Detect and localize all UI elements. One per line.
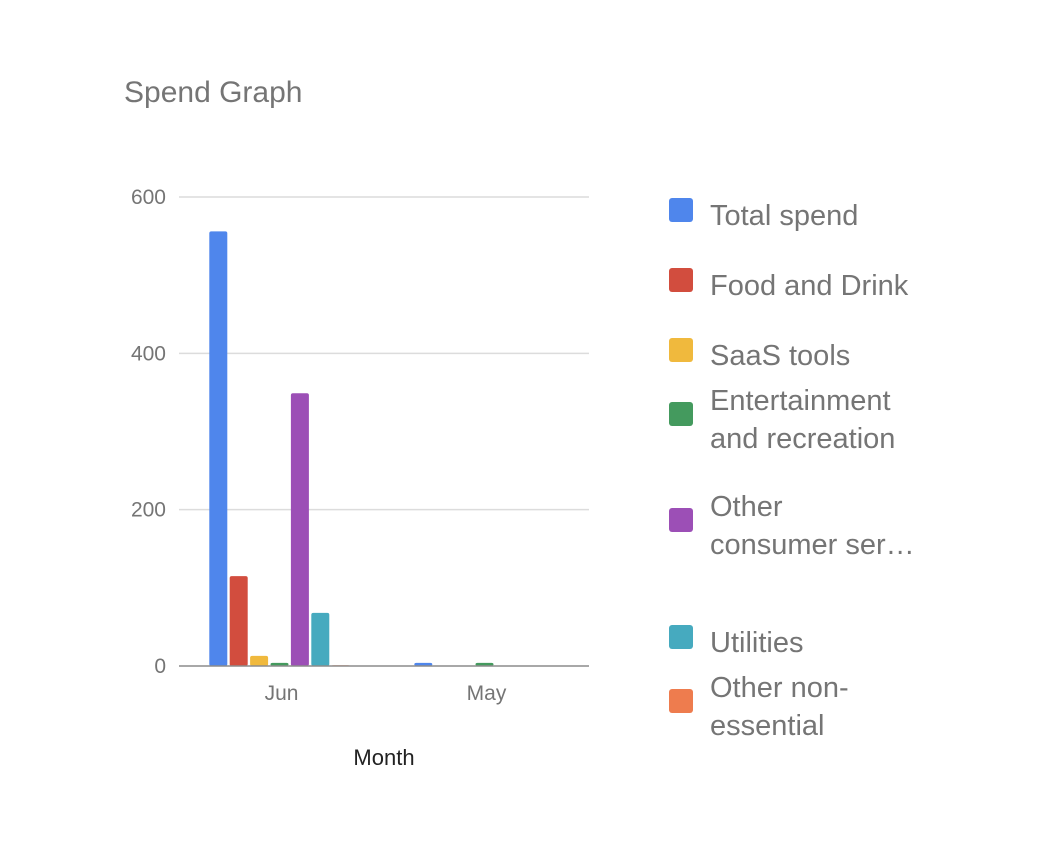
x-tick-label: May (467, 682, 507, 705)
legend-item: SaaS tools (669, 338, 850, 372)
gridlines (179, 196, 589, 511)
legend-label: Other (710, 491, 783, 523)
legend-swatch (669, 689, 693, 713)
x-tick-label: Jun (265, 682, 299, 705)
legend-label: and recreation (710, 423, 895, 455)
x-axis-ticks: Jun May (265, 682, 507, 705)
y-tick-label: 0 (154, 655, 166, 678)
legend-label: Utilities (710, 627, 803, 659)
legend-label: SaaS tools (710, 340, 850, 372)
legend-item: Utilities (669, 625, 803, 659)
bar-jun-utilities (311, 612, 330, 666)
y-tick-label: 200 (131, 499, 166, 522)
legend-label: Total spend (710, 200, 858, 232)
bar-jun-saas-tools (250, 655, 269, 666)
legend-label: consumer ser… (710, 529, 915, 561)
bar-jun-other-consumer-ser (290, 393, 309, 666)
legend-label: Entertainment (710, 385, 891, 417)
legend-swatch (669, 338, 693, 362)
bar-may-entertainment-and-recreation (475, 662, 494, 666)
legend-item: Food and Drink (669, 268, 909, 302)
legend-swatch (669, 268, 693, 292)
legend-label: Other non- (710, 672, 849, 704)
legend: Total spend Food and Drink SaaS tools Enter… (669, 198, 915, 742)
bar-jun-food-and-drink (229, 576, 248, 666)
x-axis-label: Month (353, 745, 414, 770)
legend-item: Other non-essential (669, 672, 849, 742)
legend-item: Total spend (669, 198, 858, 232)
legend-swatch (669, 508, 693, 532)
legend-label: Food and Drink (710, 270, 909, 302)
bar-jun-entertainment-and-recreation (270, 662, 289, 666)
legend-swatch (669, 625, 693, 649)
legend-swatch (669, 198, 693, 222)
bar-jun-total-spend (209, 231, 228, 667)
legend-swatch (669, 402, 693, 426)
legend-label: essential (710, 710, 824, 742)
legend-item: Entertainment and recreation (669, 385, 895, 455)
bar-may-total-spend (414, 662, 433, 666)
y-tick-label: 400 (131, 342, 166, 365)
chart-title: Spend Graph (124, 76, 302, 109)
y-tick-label: 600 (131, 186, 166, 209)
bars (209, 231, 494, 667)
y-axis-ticks: 0 200 400 600 (131, 186, 166, 678)
legend-item: Other consumer ser… (669, 491, 915, 561)
